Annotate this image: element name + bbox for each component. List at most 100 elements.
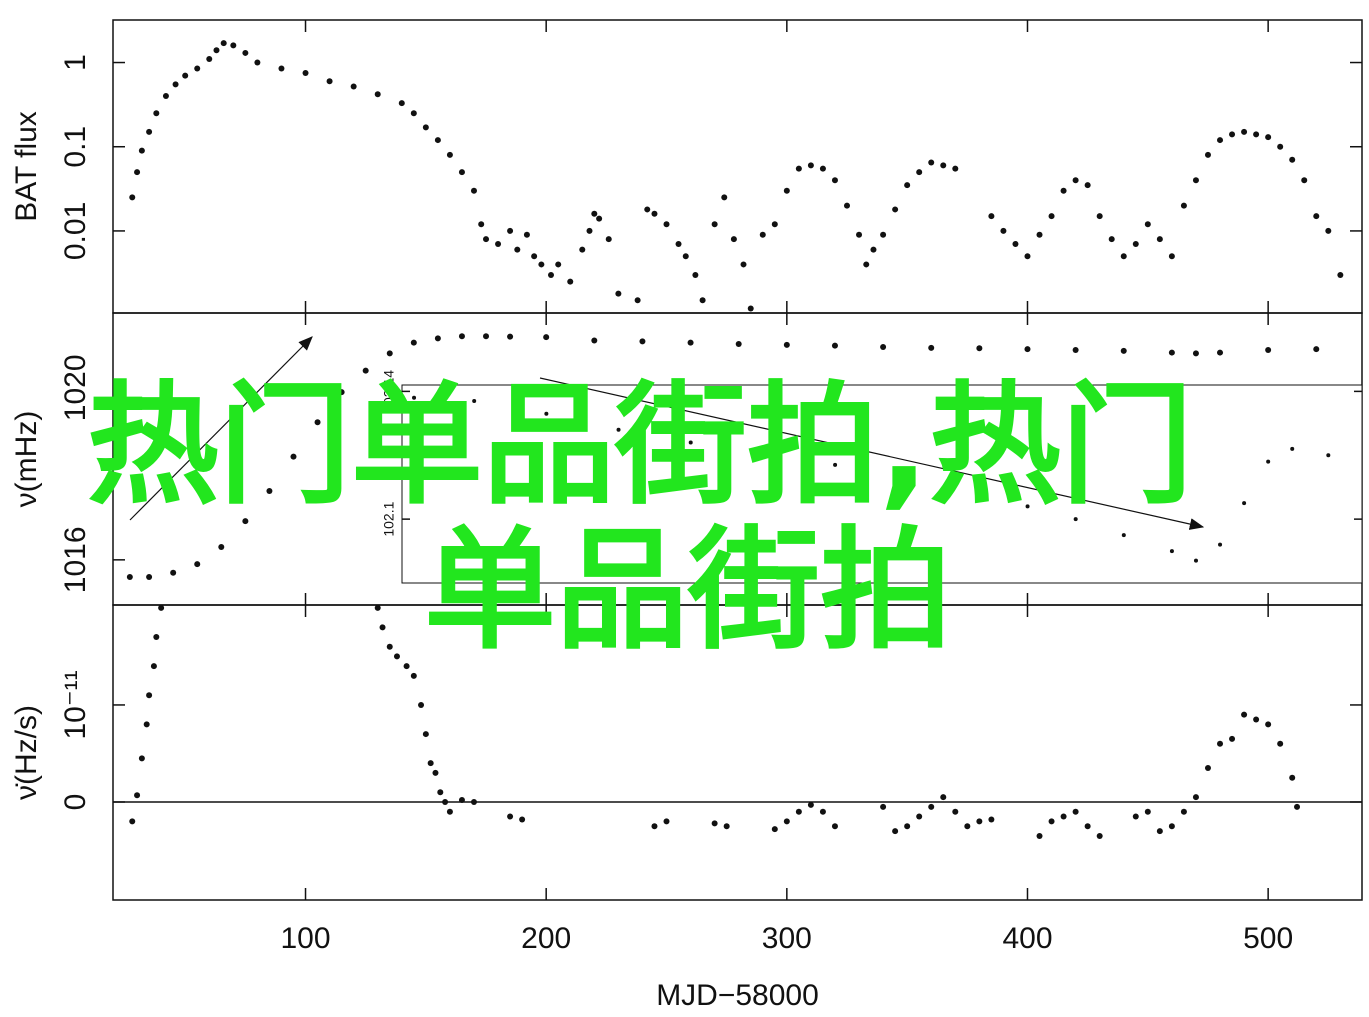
- data-point: [688, 440, 693, 445]
- data-point: [483, 333, 490, 340]
- data-point: [819, 165, 826, 172]
- data-point: [976, 345, 983, 352]
- data-point: [783, 187, 790, 194]
- data-point: [1294, 803, 1301, 810]
- data-point: [194, 65, 201, 72]
- data-point: [1132, 813, 1139, 820]
- data-point: [1156, 236, 1163, 243]
- data-point: [302, 70, 309, 77]
- data-point: [1277, 740, 1284, 747]
- data-point: [605, 236, 612, 243]
- data-point: [143, 721, 150, 728]
- data-point: [434, 335, 441, 342]
- data-point: [928, 803, 935, 810]
- data-point: [1120, 253, 1127, 260]
- data-point: [759, 231, 766, 238]
- data-point: [458, 797, 465, 804]
- data-point: [687, 339, 694, 346]
- data-point: [1012, 240, 1019, 247]
- data-point: [1036, 832, 1043, 839]
- data-point: [892, 206, 899, 213]
- data-point: [634, 297, 641, 304]
- data-point: [403, 663, 410, 670]
- data-point: [544, 411, 549, 416]
- data-point: [129, 818, 136, 825]
- data-point: [1277, 143, 1284, 150]
- data-point: [422, 731, 429, 738]
- data-point: [555, 261, 562, 268]
- data-point: [398, 100, 405, 107]
- data-point: [880, 803, 887, 810]
- y-tick-label: 1020: [59, 354, 92, 421]
- data-point: [976, 818, 983, 825]
- data-point: [730, 236, 737, 243]
- data-point: [699, 297, 706, 304]
- data-point: [977, 491, 982, 496]
- data-point: [314, 419, 321, 426]
- data-point: [1072, 177, 1079, 184]
- y-tick-label: 102.1: [381, 501, 397, 536]
- data-point: [1266, 459, 1271, 464]
- annotation-arrows: [129, 336, 313, 521]
- data-point: [523, 231, 530, 238]
- data-point: [1024, 346, 1031, 353]
- data-point: [126, 574, 133, 581]
- overlay-text: 单品街拍: [424, 514, 952, 668]
- data-point: [1253, 716, 1260, 723]
- data-point: [1242, 501, 1247, 506]
- data-point: [158, 604, 165, 611]
- data-point: [146, 574, 153, 581]
- data-point: [470, 798, 477, 805]
- data-point: [146, 692, 153, 699]
- data-point: [182, 72, 189, 79]
- y-axis-label: ν̇(Hz/s): [10, 705, 43, 800]
- data-point: [596, 215, 603, 222]
- data-point: [586, 227, 593, 234]
- data-point: [940, 162, 947, 169]
- data-point: [138, 147, 145, 154]
- data-point: [427, 760, 434, 767]
- data-point: [386, 643, 393, 650]
- data-point: [218, 543, 225, 550]
- inset-arrow: [539, 377, 1205, 530]
- data-point: [278, 65, 285, 72]
- data-point: [432, 769, 439, 776]
- data-point: [507, 333, 514, 340]
- data-point: [591, 210, 598, 217]
- data-point: [740, 261, 747, 268]
- data-point: [410, 672, 417, 679]
- data-point: [495, 240, 502, 247]
- data-point: [988, 213, 995, 220]
- data-point: [254, 59, 261, 66]
- data-point: [783, 818, 790, 825]
- y-tick-label: 102.14: [381, 370, 397, 413]
- data-point: [1217, 137, 1224, 144]
- data-point: [410, 339, 417, 346]
- y-tick-label: 0.01: [59, 202, 92, 260]
- data-point: [507, 227, 514, 234]
- data-point: [1096, 213, 1103, 220]
- data-point: [134, 792, 141, 799]
- data-point: [1180, 202, 1187, 209]
- data-point: [856, 231, 863, 238]
- data-point: [1121, 533, 1126, 538]
- data-point: [434, 137, 441, 144]
- data-point: [1218, 542, 1223, 547]
- data-point: [350, 83, 357, 90]
- y-axis-label: BAT flux: [10, 111, 43, 222]
- data-point: [470, 187, 477, 194]
- data-point: [379, 624, 386, 631]
- data-point: [1192, 350, 1199, 357]
- data-point: [362, 367, 369, 374]
- data-point: [1289, 156, 1296, 163]
- data-point: [242, 49, 249, 56]
- data-point: [831, 177, 838, 184]
- data-point: [940, 794, 947, 801]
- data-point: [206, 56, 213, 63]
- data-point: [1073, 517, 1078, 522]
- x-tick-label: 400: [1002, 922, 1052, 955]
- data-point: [928, 159, 935, 166]
- data-point: [418, 701, 425, 708]
- data-point: [1169, 549, 1174, 554]
